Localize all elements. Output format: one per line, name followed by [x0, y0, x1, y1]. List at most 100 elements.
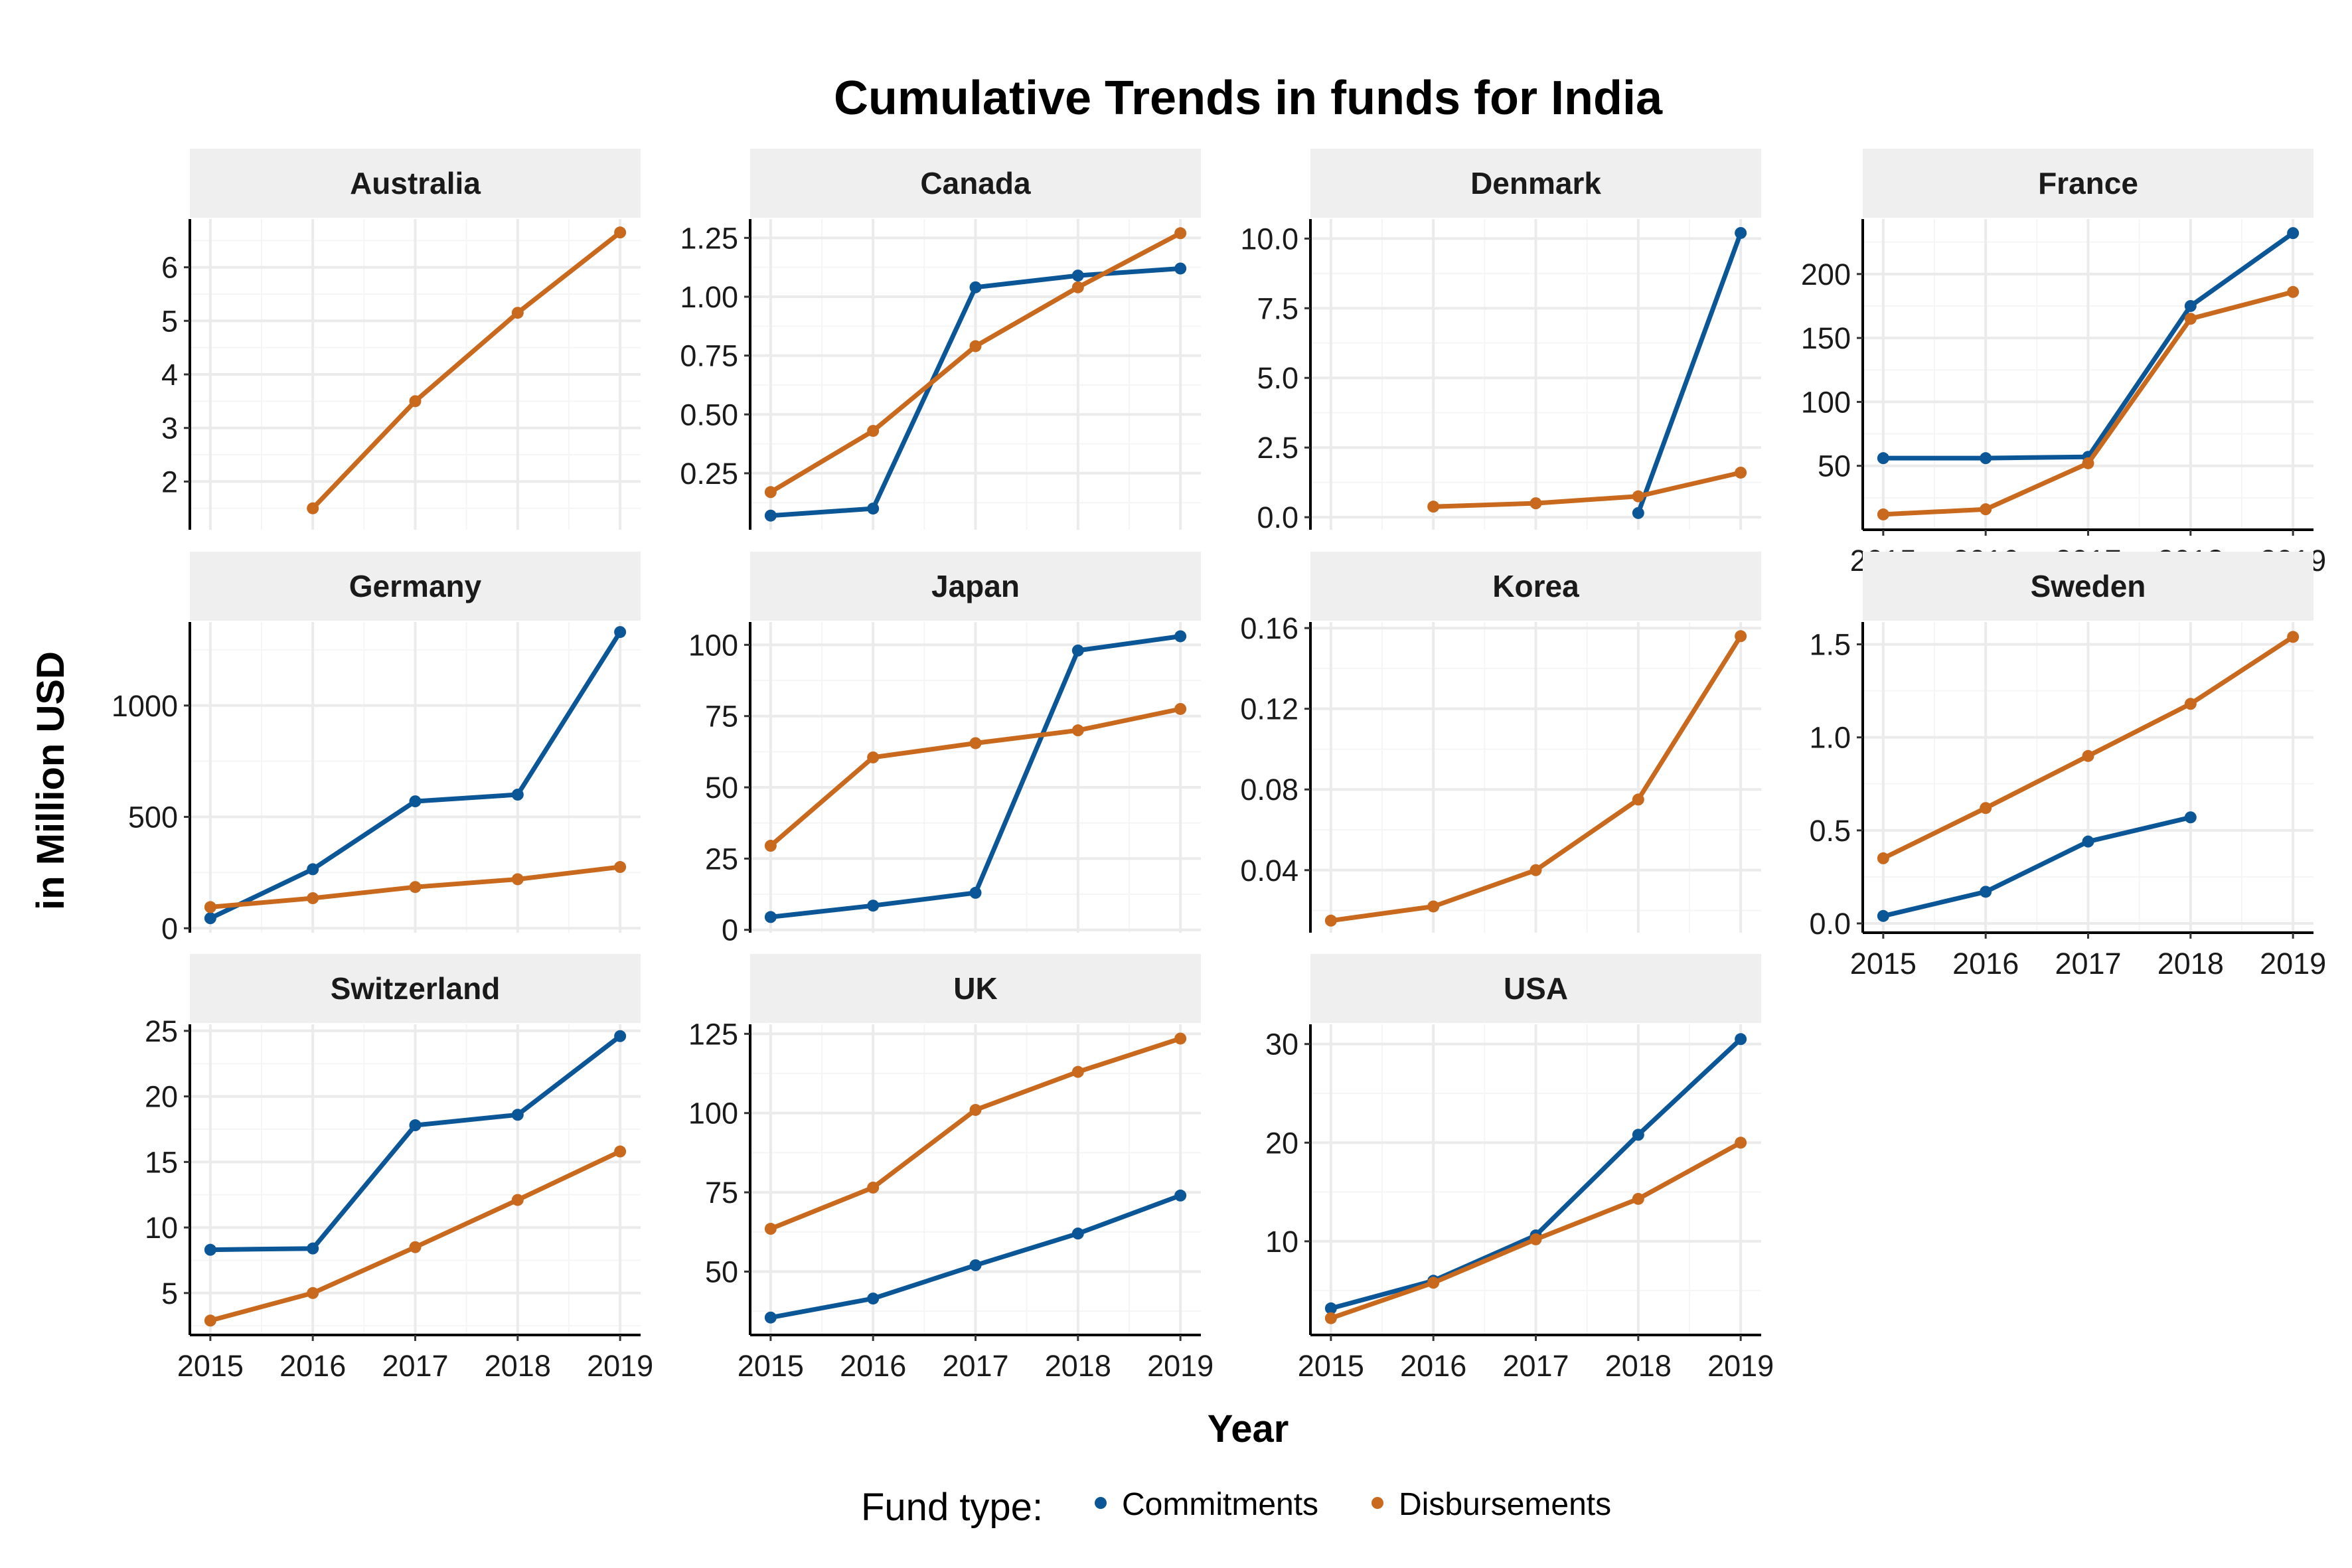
data-point-commitments	[1174, 630, 1187, 643]
data-point-commitments	[511, 789, 524, 801]
strip-denmark	[1310, 149, 1761, 218]
x-tick-label: 2018	[1045, 1349, 1111, 1383]
x-tick-label: 2015	[1850, 947, 1917, 980]
data-point-commitments	[204, 1243, 216, 1256]
data-point-commitments	[1071, 270, 1084, 282]
x-axis-title: Year	[1208, 1407, 1289, 1450]
y-tick-label: 1.0	[1809, 721, 1851, 755]
data-point-disbursements	[1427, 501, 1440, 513]
data-point-commitments	[1071, 644, 1084, 657]
data-point-disbursements	[511, 873, 524, 886]
strip-canada	[750, 149, 1201, 218]
data-point-disbursements	[1174, 702, 1187, 715]
x-tick-label: 2016	[1400, 1349, 1466, 1383]
y-tick-label: 1.00	[680, 280, 738, 314]
y-tick-label: 1.5	[1809, 628, 1851, 662]
data-point-disbursements	[1980, 503, 1992, 516]
data-point-disbursements	[1529, 1233, 1542, 1245]
data-point-disbursements	[1071, 1065, 1084, 1078]
y-tick-label: 100	[688, 1097, 738, 1131]
x-tick-label: 2017	[1502, 1349, 1569, 1383]
y-tick-label: 3	[161, 412, 178, 445]
x-tick-label: 2017	[382, 1349, 448, 1383]
strip-germany	[190, 552, 641, 621]
x-tick-label: 2016	[1952, 947, 2019, 980]
y-tick-label: 5	[161, 1277, 178, 1310]
data-point-commitments	[1980, 886, 1992, 898]
data-point-commitments	[614, 1030, 627, 1042]
data-point-disbursements	[1980, 802, 1992, 815]
y-tick-label: 100	[1801, 385, 1851, 419]
x-tick-label: 2017	[2055, 947, 2121, 980]
data-point-disbursements	[969, 737, 982, 749]
y-tick-label: 1000	[112, 689, 178, 723]
data-point-disbursements	[1529, 497, 1542, 510]
strip-usa	[1310, 954, 1761, 1023]
data-point-disbursements	[1529, 864, 1542, 876]
panel-germany: Germany 0 500 1000	[112, 552, 641, 945]
data-point-disbursements	[614, 226, 627, 239]
y-axis-title: in Million USD	[29, 651, 72, 910]
data-point-disbursements	[2287, 631, 2300, 643]
legend-label-commitments: Commitments	[1122, 1487, 1318, 1522]
data-point-disbursements	[1324, 1312, 1337, 1324]
data-point-commitments	[1877, 909, 1889, 922]
legend: Fund type: Commitments Disbursements	[861, 1486, 1611, 1529]
data-point-disbursements	[2082, 457, 2094, 469]
chart-title: Cumulative Trends in funds for India	[834, 72, 1663, 125]
data-point-commitments	[511, 1109, 524, 1121]
y-tick-label: 0.16	[1240, 611, 1298, 645]
y-tick-label: 5	[161, 304, 178, 338]
data-point-disbursements	[204, 901, 216, 913]
x-tick-label: 2015	[738, 1349, 804, 1383]
x-tick-label: 2019	[2260, 947, 2326, 980]
y-tick-label: 15	[145, 1145, 178, 1179]
panel-switzerland: Switzerland 5 10 15 20 25 2015 2016 2017 2018 2019	[145, 954, 653, 1383]
data-point-disbursements	[764, 486, 777, 499]
strip-korea	[1310, 552, 1761, 621]
data-point-disbursements	[1427, 900, 1440, 913]
data-point-disbursements	[409, 1241, 422, 1253]
x-tick-label: 2018	[485, 1349, 551, 1383]
strip-japan	[750, 552, 1201, 621]
data-point-disbursements	[1174, 1032, 1187, 1045]
data-point-commitments	[1174, 1189, 1187, 1202]
x-tick-label: 2016	[840, 1349, 906, 1383]
strip-france	[1863, 149, 2313, 218]
y-tick-label: 150	[1801, 321, 1851, 355]
data-point-disbursements	[1324, 914, 1337, 927]
data-point-commitments	[614, 626, 627, 639]
data-point-commitments	[867, 1293, 880, 1305]
panel-canada: Canada 0.25 0.50 0.75 1.00 1.25	[680, 149, 1201, 530]
y-tick-label: 2	[161, 465, 178, 499]
y-tick-label: 0.0	[1257, 501, 1298, 534]
strip-label-australia: Australia	[350, 166, 481, 200]
legend-title: Fund type:	[861, 1486, 1043, 1529]
legend-label-disbursements: Disbursements	[1399, 1487, 1611, 1522]
strip-label-denmark: Denmark	[1470, 166, 1601, 200]
data-point-disbursements	[2287, 285, 2300, 298]
panel-denmark: Denmark 0.0 2.5 5.0 7.5 10.0	[1240, 149, 1761, 534]
data-point-disbursements	[1632, 490, 1644, 503]
y-tick-label: 0.04	[1240, 854, 1298, 888]
strip-label-germany: Germany	[349, 569, 482, 603]
data-point-commitments	[969, 1259, 982, 1271]
data-point-disbursements	[2082, 749, 2094, 762]
data-point-disbursements	[307, 892, 319, 904]
data-point-commitments	[969, 886, 982, 899]
y-tick-label: 0	[722, 913, 738, 947]
data-point-commitments	[1735, 1033, 1747, 1046]
x-tick-label: 2019	[587, 1349, 653, 1383]
y-tick-label: 7.5	[1257, 291, 1298, 325]
y-tick-label: 0.0	[1809, 907, 1851, 941]
y-tick-label: 500	[128, 801, 178, 834]
y-tick-label: 0.08	[1240, 773, 1298, 807]
y-tick-label: 20	[1265, 1126, 1298, 1160]
y-tick-label: 0.75	[680, 339, 738, 373]
panel-sweden: Sweden 0.0 0.5 1.0 1.5 2015 2016 2017 2018 2019	[1809, 552, 2326, 980]
data-point-commitments	[1632, 507, 1644, 519]
x-tick-label: 2019	[1707, 1349, 1774, 1383]
legend-key-commitments	[1095, 1497, 1107, 1509]
y-tick-label: 20	[145, 1080, 178, 1114]
data-point-commitments	[307, 1242, 319, 1255]
